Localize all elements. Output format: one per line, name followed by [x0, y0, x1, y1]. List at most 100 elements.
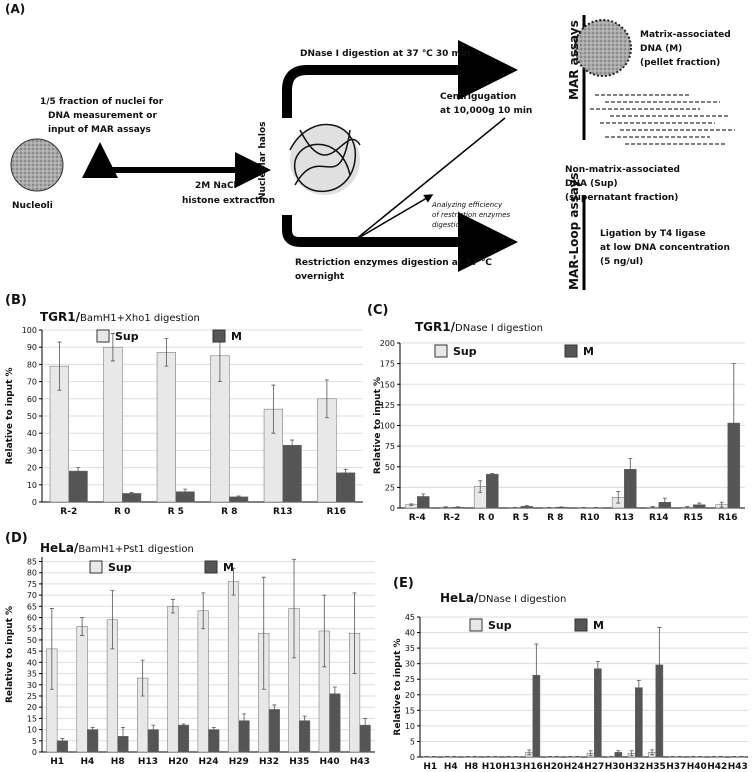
error-bar	[691, 755, 696, 758]
error-bar	[445, 755, 450, 758]
bar	[268, 709, 280, 753]
error-bar	[677, 755, 682, 758]
title: TGR1/	[40, 310, 81, 324]
legend-swatch	[434, 344, 448, 358]
y-tick-label: 0	[410, 753, 415, 762]
x-tick-label: R10	[580, 513, 599, 523]
subtitle: BamH1+Pst1 digestion	[78, 544, 194, 555]
diagram-text: Nucleoli	[12, 201, 53, 211]
y-tick-label: 55	[27, 625, 37, 634]
error-bar	[588, 750, 593, 757]
y-tick-label: 75	[27, 580, 37, 589]
legend-label: Sup	[453, 345, 477, 358]
error-bar	[739, 755, 744, 758]
error-bar	[324, 379, 329, 419]
error-bar	[236, 495, 241, 499]
error-bar	[110, 590, 115, 650]
error-bar	[292, 558, 297, 659]
legend-label: M	[231, 330, 242, 343]
diagram-text: 1/5 fraction of nuclei for	[40, 97, 164, 107]
bar	[635, 687, 643, 758]
diagram-text: (5 ng/ul)	[600, 257, 643, 267]
y-tick-label: 40	[27, 658, 37, 667]
error-bar	[49, 608, 54, 690]
bar	[329, 693, 341, 753]
error-bar	[271, 384, 276, 434]
error-bar	[595, 661, 600, 677]
x-tick-label: R16	[718, 513, 737, 523]
error-bar	[636, 680, 641, 696]
error-bar	[110, 333, 115, 362]
error-bar	[322, 594, 327, 668]
error-bar	[731, 363, 736, 483]
subtitle: DNase I digestion	[455, 323, 543, 334]
matrix-icon	[574, 19, 632, 77]
error-bar	[490, 472, 495, 476]
y-tick-label: 25	[405, 675, 415, 684]
y-tick-label: 50	[385, 463, 395, 472]
x-tick-label: H32	[259, 757, 279, 767]
y-axis-label: Relative to input %	[393, 638, 403, 735]
error-bar	[80, 617, 85, 636]
legend-swatch	[574, 618, 588, 632]
diagram-text: Ligation by T4 ligase	[600, 229, 706, 239]
y-axis-label: Relative to input %	[373, 377, 383, 474]
x-tick-label: H29	[229, 757, 249, 767]
legend-label: Sup	[488, 619, 512, 632]
y-tick-label: 10	[405, 722, 415, 731]
diagram-text: 2M NaCl	[195, 181, 237, 191]
chart-title: TGR1/BamH1+Xho1 digestion	[40, 310, 200, 324]
title: HeLa/	[440, 591, 479, 605]
x-tick-label: R13	[615, 513, 634, 523]
error-bar	[697, 502, 702, 507]
diagram-text: DNA (M)	[640, 44, 682, 54]
error-bar	[120, 726, 125, 746]
x-tick-label: H35	[646, 762, 666, 772]
error-bar	[231, 567, 236, 596]
error-bar	[534, 643, 539, 707]
bar	[103, 346, 123, 503]
x-tick-label: H40	[687, 762, 707, 772]
legend-swatch	[96, 329, 110, 343]
error-bar	[170, 599, 175, 614]
error-bar	[431, 755, 436, 758]
error-bar	[486, 755, 491, 758]
legend-swatch	[204, 560, 218, 574]
y-tick-label: 30	[405, 660, 415, 669]
y-tick-label: 20	[27, 464, 37, 473]
chart-title: HeLa/DNase I digestion	[440, 591, 566, 605]
diagram-text: of restriction enzymes	[432, 211, 511, 219]
bar	[177, 724, 190, 753]
error-bar	[363, 717, 368, 733]
x-tick-label: R 0	[114, 507, 130, 517]
arrow	[354, 194, 434, 241]
x-tick-label: H43	[350, 757, 370, 767]
error-bar	[181, 723, 186, 727]
bar	[227, 581, 240, 753]
error-bar	[629, 750, 634, 757]
diagram-text: (supernatant fraction)	[565, 193, 678, 203]
y-tick-label: 45	[405, 613, 415, 622]
error-bar	[140, 659, 145, 697]
y-tick-label: 100	[22, 326, 37, 335]
y-tick-label: 0	[390, 504, 395, 513]
y-tick-label: 60	[27, 614, 37, 623]
y-tick-label: 60	[27, 395, 37, 404]
error-bar	[732, 755, 737, 758]
error-bar	[685, 505, 690, 509]
legend-label: M	[223, 561, 234, 574]
y-tick-label: 50	[27, 636, 37, 645]
error-bar	[424, 755, 429, 758]
bar	[282, 444, 302, 503]
y-tick-label: 80	[27, 569, 37, 578]
error-bar	[662, 497, 667, 507]
x-tick-label: H42	[707, 762, 727, 772]
error-bar	[628, 458, 633, 481]
error-bar	[547, 755, 552, 758]
y-tick-label: 40	[405, 629, 415, 638]
error-bar	[513, 755, 518, 758]
y-axis-label: Relative to input %	[5, 606, 15, 703]
legend-label: M	[583, 345, 594, 358]
x-tick-label: H32	[625, 762, 645, 772]
